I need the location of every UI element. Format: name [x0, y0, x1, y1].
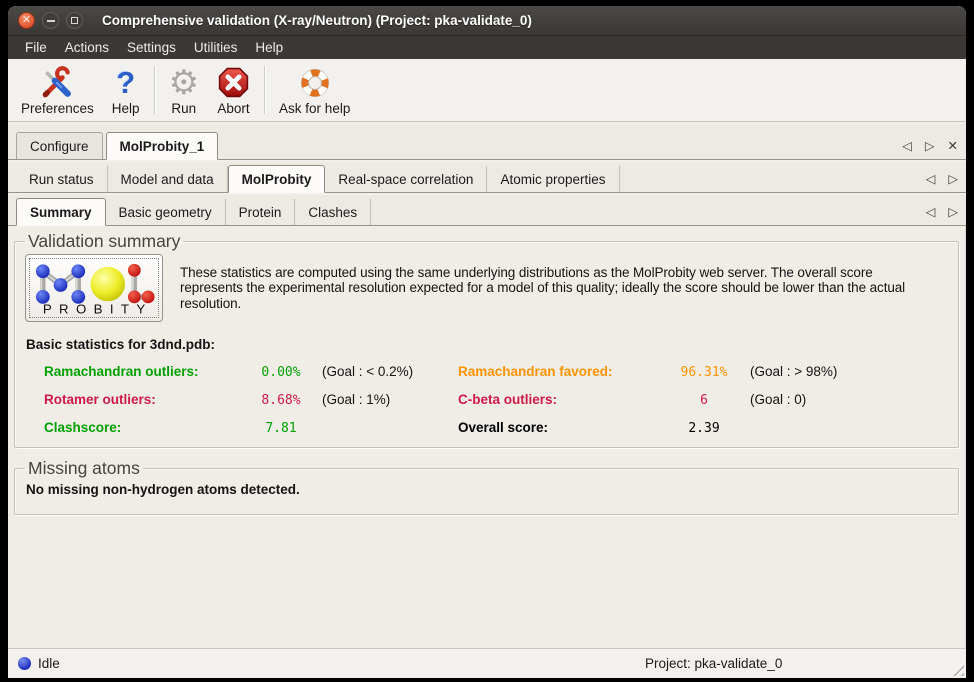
basic-statistics-title: Basic statistics for 3dnd.pdb: — [26, 337, 216, 352]
tab-scroll-right-icon[interactable]: ▷ — [948, 171, 958, 186]
tab-scroll-left-icon[interactable]: ◁ — [925, 204, 936, 219]
question-icon: ? — [116, 64, 136, 100]
ask-for-help-label: Ask for help — [279, 100, 351, 116]
stat-label: Rotamer outliers: — [44, 392, 156, 407]
preferences-label: Preferences — [21, 100, 94, 116]
maximize-window-icon[interactable] — [66, 12, 83, 29]
stat-value: 6 — [700, 393, 708, 408]
stat-label: Overall score: — [458, 420, 549, 435]
tab-atomic-properties[interactable]: Atomic properties — [487, 166, 620, 192]
menu-bar: File Actions Settings Utilities Help — [8, 36, 966, 59]
stat-goal: (Goal : 1%) — [322, 392, 391, 407]
missing-atoms-message: No missing non-hydrogen atoms detected. — [26, 482, 300, 497]
stat-label: Clashscore: — [44, 420, 122, 435]
tab-real-space-correlation[interactable]: Real-space correlation — [325, 166, 488, 192]
top-notebook-tabs: Configure MolProbity_1 ◁ ▷ ✕ — [8, 124, 966, 160]
menu-actions[interactable]: Actions — [64, 40, 110, 55]
tab-molprobity[interactable]: MolProbity — [227, 165, 326, 193]
tab-basic-geometry[interactable]: Basic geometry — [106, 199, 226, 225]
tab-scroll-controls: ◁ ▷ — [925, 171, 958, 186]
tab-scroll-right-icon[interactable]: ▷ — [948, 204, 958, 219]
summary-description: These statistics are computed using the … — [180, 264, 906, 311]
stat-label: Ramachandran outliers: — [44, 364, 199, 379]
tab-clashes[interactable]: Clashes — [295, 199, 372, 225]
menu-file[interactable]: File — [25, 40, 47, 55]
tab-scroll-left-icon[interactable]: ◁ — [925, 171, 936, 186]
validation-summary-legend: Validation summary — [28, 231, 181, 251]
preferences-button[interactable]: Preferences — [12, 64, 103, 117]
stat-goal: (Goal : < 0.2%) — [322, 364, 414, 379]
abort-button[interactable]: Abort — [208, 64, 259, 117]
molprobity-notebook-tabs: Summary Basic geometry Protein Clashes ◁… — [8, 195, 966, 226]
toolbar: Preferences ? Help ⚙ Run — [8, 59, 966, 122]
run-button[interactable]: ⚙ Run — [160, 64, 208, 117]
gear-icon: ⚙ — [168, 62, 200, 103]
stat-value: 0.00% — [261, 365, 301, 380]
stat-value: 96.31% — [680, 365, 728, 380]
statistics-grid: Ramachandran outliers: 0.00% (Goal : < 0… — [44, 364, 948, 436]
abort-label: Abort — [217, 100, 250, 116]
validation-summary-groupbox: Validation summary — [14, 231, 959, 448]
tab-protein[interactable]: Protein — [226, 199, 296, 225]
missing-atoms-legend: Missing atoms — [28, 458, 140, 478]
tab-model-and-data[interactable]: Model and data — [108, 166, 228, 192]
stat-goal: (Goal : 0) — [750, 392, 807, 407]
menu-help[interactable]: Help — [255, 40, 284, 55]
stat-value: 7.81 — [265, 421, 297, 436]
molprobity-logo: PROBITY — [35, 263, 155, 316]
tab-scroll-controls: ◁ ▷ ✕ — [902, 138, 958, 153]
tab-configure[interactable]: Configure — [16, 132, 103, 159]
app-window: ✕ Comprehensive validation (X-ray/Neutro… — [8, 6, 966, 678]
status-project: Project: pka-validate_0 — [645, 656, 783, 671]
molprobity-logo-text: PROBITY — [43, 302, 145, 316]
tab-scroll-controls: ◁ ▷ — [925, 204, 958, 219]
tab-scroll-left-icon[interactable]: ◁ — [902, 138, 912, 153]
menu-settings[interactable]: Settings — [127, 40, 176, 55]
tab-run-status[interactable]: Run status — [16, 166, 108, 192]
status-text: Idle — [38, 656, 60, 671]
status-bar: Idle Project: pka-validate_0 — [8, 648, 966, 678]
stat-label: C-beta outliers: — [458, 392, 558, 407]
tab-molprobity-1[interactable]: MolProbity_1 — [105, 132, 219, 160]
stat-value: 8.68% — [261, 393, 301, 408]
tab-scroll-right-icon[interactable]: ▷ — [924, 138, 935, 153]
window-title: Comprehensive validation (X-ray/Neutron)… — [102, 13, 532, 28]
summary-panel: Validation summary — [8, 226, 966, 648]
toolbar-separator — [153, 66, 155, 114]
molprobity-logo-button[interactable]: PROBITY — [25, 254, 163, 322]
stat-goal: (Goal : > 98%) — [750, 364, 838, 379]
close-window-icon[interactable]: ✕ — [18, 12, 35, 29]
status-idle-icon — [18, 657, 31, 670]
help-button[interactable]: ? Help — [103, 64, 149, 117]
resize-grip[interactable] — [949, 661, 964, 676]
tools-icon — [40, 65, 74, 101]
minimize-window-icon[interactable] — [42, 12, 59, 29]
help-label: Help — [111, 100, 140, 116]
menu-utilities[interactable]: Utilities — [193, 40, 238, 55]
stop-icon — [217, 65, 250, 101]
missing-atoms-groupbox: Missing atoms No missing non-hydrogen at… — [14, 458, 959, 515]
tab-summary[interactable]: Summary — [16, 198, 106, 226]
ask-for-help-button[interactable]: Ask for help — [270, 64, 359, 117]
tab-close-icon[interactable]: ✕ — [947, 138, 958, 153]
run-label: Run — [171, 100, 197, 116]
stat-label: Ramachandran favored: — [458, 364, 613, 379]
toolbar-separator — [264, 66, 266, 114]
title-bar: ✕ Comprehensive validation (X-ray/Neutro… — [8, 6, 966, 36]
stat-value: 2.39 — [688, 421, 720, 436]
lifebuoy-icon — [298, 65, 332, 101]
result-notebook-tabs: Run status Model and data MolProbity Rea… — [8, 162, 966, 193]
